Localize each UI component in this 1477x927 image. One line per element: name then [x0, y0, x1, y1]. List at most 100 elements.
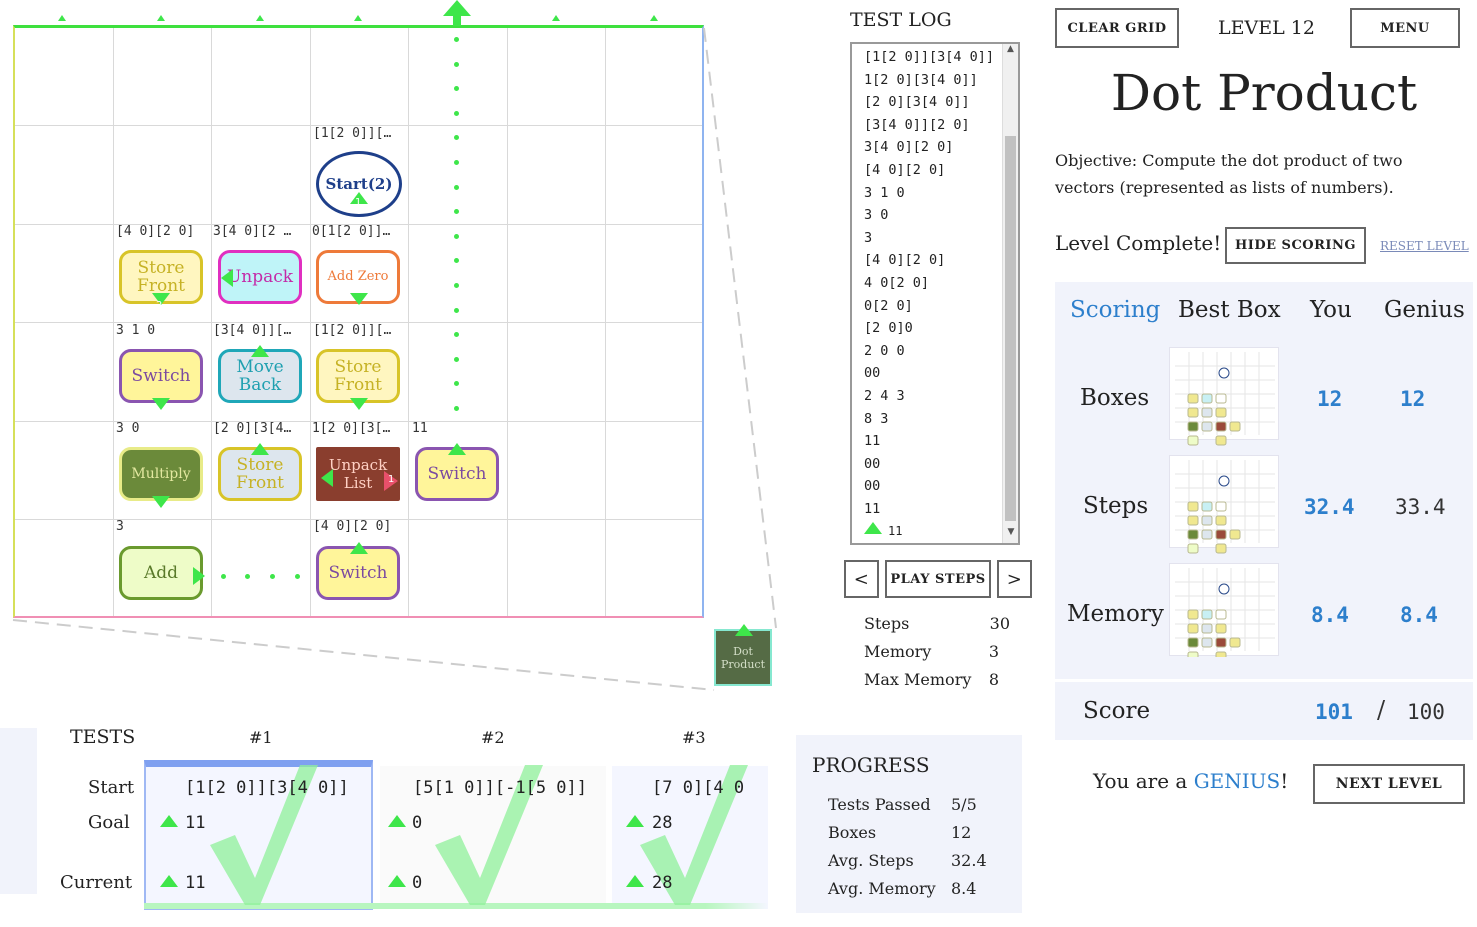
score-slash: /	[1377, 696, 1386, 724]
test-current-value: 28	[652, 873, 673, 893]
cell-value: [1[2 0]][…	[313, 126, 392, 141]
log-line: 11	[864, 433, 881, 450]
port-arrow-icon	[251, 345, 269, 357]
scroll-down-icon[interactable]: ▼	[1007, 527, 1015, 537]
you-boxes: 12	[1317, 387, 1343, 411]
switch-box[interactable]: Switch	[119, 349, 203, 403]
log-line: 2 4 3	[864, 387, 905, 404]
mini-box	[1215, 529, 1227, 540]
dot-product-mini-box[interactable]: Dot Product	[714, 629, 772, 686]
output-arrow-icon	[552, 15, 560, 21]
test-log-title: TEST LOG	[850, 9, 952, 31]
reset-level-link[interactable]: RESET LEVEL	[1380, 239, 1469, 253]
box-label: Move Back	[236, 357, 284, 395]
stat-label: Max Memory	[864, 670, 972, 689]
log-line: 11	[864, 500, 881, 517]
log-line: 00	[864, 478, 881, 495]
wire-dot	[454, 185, 459, 190]
log-scrollbar[interactable]: ▲ ▼	[1002, 44, 1018, 543]
box-label: Store Front	[137, 258, 185, 296]
genius-memory: 8.4	[1400, 603, 1438, 627]
add-zero-box[interactable]: Add Zero	[316, 250, 400, 304]
wire-dot	[454, 406, 459, 411]
progress-title: PROGRESS	[812, 753, 930, 777]
check-icon	[640, 765, 748, 905]
box-label: Unpack	[226, 267, 294, 287]
start-box[interactable]: Start(2)	[316, 151, 402, 217]
col-you: You	[1310, 297, 1352, 323]
log-line: 00	[864, 455, 881, 472]
scoring-panel: Scoring Best Box You Genius Boxes 12 12 …	[1055, 282, 1473, 740]
row-label-steps: Steps	[1083, 493, 1149, 519]
next-level-button[interactable]: NEXT LEVEL	[1313, 764, 1465, 804]
port-arrow-icon	[350, 542, 368, 554]
test-number: #3	[682, 728, 706, 747]
you-memory: 8.4	[1311, 603, 1349, 627]
step-stats: Steps 30 Memory 3 Max Memory 8	[864, 614, 1024, 698]
mini-box	[1201, 609, 1213, 620]
progress-label: Tests Passed	[828, 795, 931, 814]
mini-box	[1229, 421, 1241, 432]
progress-value: 12	[951, 823, 972, 842]
add-box[interactable]: Add	[119, 546, 203, 600]
genius-message: You are a GENIUS!	[1093, 769, 1288, 793]
mini-start	[1218, 475, 1230, 487]
prev-step-button[interactable]: <	[844, 560, 879, 598]
wire-dot	[454, 37, 459, 42]
mini-box	[1201, 501, 1213, 512]
menu-button[interactable]: MENU	[1350, 8, 1460, 48]
program-grid[interactable]	[13, 25, 704, 618]
store-front-box[interactable]: Store Front	[119, 250, 203, 304]
level-complete-text: Level Complete!	[1055, 231, 1222, 255]
cell-value: 3 1 0	[116, 323, 156, 338]
level-title: Dot Product	[1110, 64, 1418, 122]
genius-suffix: !	[1280, 769, 1289, 793]
move-back-box[interactable]: Move Back	[218, 349, 302, 403]
test-start-value: [5[1 0]][-1[5 0]]	[413, 778, 587, 798]
log-line-text: 11	[888, 524, 903, 539]
unpack-box[interactable]: Unpack	[218, 250, 302, 304]
cell-value: 3	[116, 519, 124, 534]
thumbnail-art	[1175, 352, 1275, 657]
log-line: 1[2 0][3[4 0]]	[864, 71, 978, 88]
current-arrow-icon	[388, 875, 406, 887]
clear-grid-button[interactable]: CLEAR GRID	[1055, 8, 1179, 48]
log-line: 8 3	[864, 410, 889, 427]
scroll-thumb[interactable]	[1005, 136, 1016, 521]
wire-dot	[454, 258, 459, 263]
mini-box	[1187, 393, 1199, 404]
switch-box[interactable]: Switch	[316, 546, 400, 600]
cell-value: 11	[412, 421, 428, 436]
col-best-box: Best Box	[1178, 297, 1281, 323]
hide-scoring-button[interactable]: HIDE SCORING	[1225, 227, 1366, 264]
scroll-up-icon[interactable]: ▲	[1007, 44, 1014, 54]
mini-box	[1201, 515, 1213, 526]
current-arrow-icon	[626, 875, 644, 887]
goal-arrow-icon	[160, 815, 178, 827]
multiply-box[interactable]: Multiply	[119, 447, 203, 501]
log-line-current: 11	[852, 520, 1018, 543]
test-goal-value: 11	[185, 813, 206, 833]
scoring-tab[interactable]: Scoring	[1070, 297, 1161, 323]
play-steps-button[interactable]: PLAY STEPS	[885, 560, 991, 598]
mini-box	[1187, 543, 1199, 554]
test-current-value: 11	[185, 873, 206, 893]
mini-box	[1201, 407, 1213, 418]
store-front-box[interactable]: Store Front	[316, 349, 400, 403]
row-current-label: Current	[60, 872, 133, 893]
wire-dot	[245, 574, 250, 579]
tests-title: TESTS	[70, 726, 136, 748]
mini-box	[1187, 651, 1199, 657]
log-line: 3	[864, 229, 873, 246]
mini-box	[1201, 529, 1213, 540]
divider	[1055, 679, 1473, 682]
test-log-panel[interactable]: [1[2 0]][3[4 0]] 1[2 0][3[4 0]] [2 0][3[4 …	[850, 42, 1020, 545]
test-number: #1	[249, 728, 273, 747]
mini-box	[1229, 529, 1241, 540]
port-number: 1	[388, 474, 395, 485]
cell-value: 1[2 0][3[…	[312, 421, 391, 436]
next-step-button[interactable]: >	[997, 560, 1032, 598]
box-label: Add Zero	[327, 269, 389, 284]
mini-box	[1215, 609, 1227, 620]
box-label: Multiply	[131, 466, 191, 482]
